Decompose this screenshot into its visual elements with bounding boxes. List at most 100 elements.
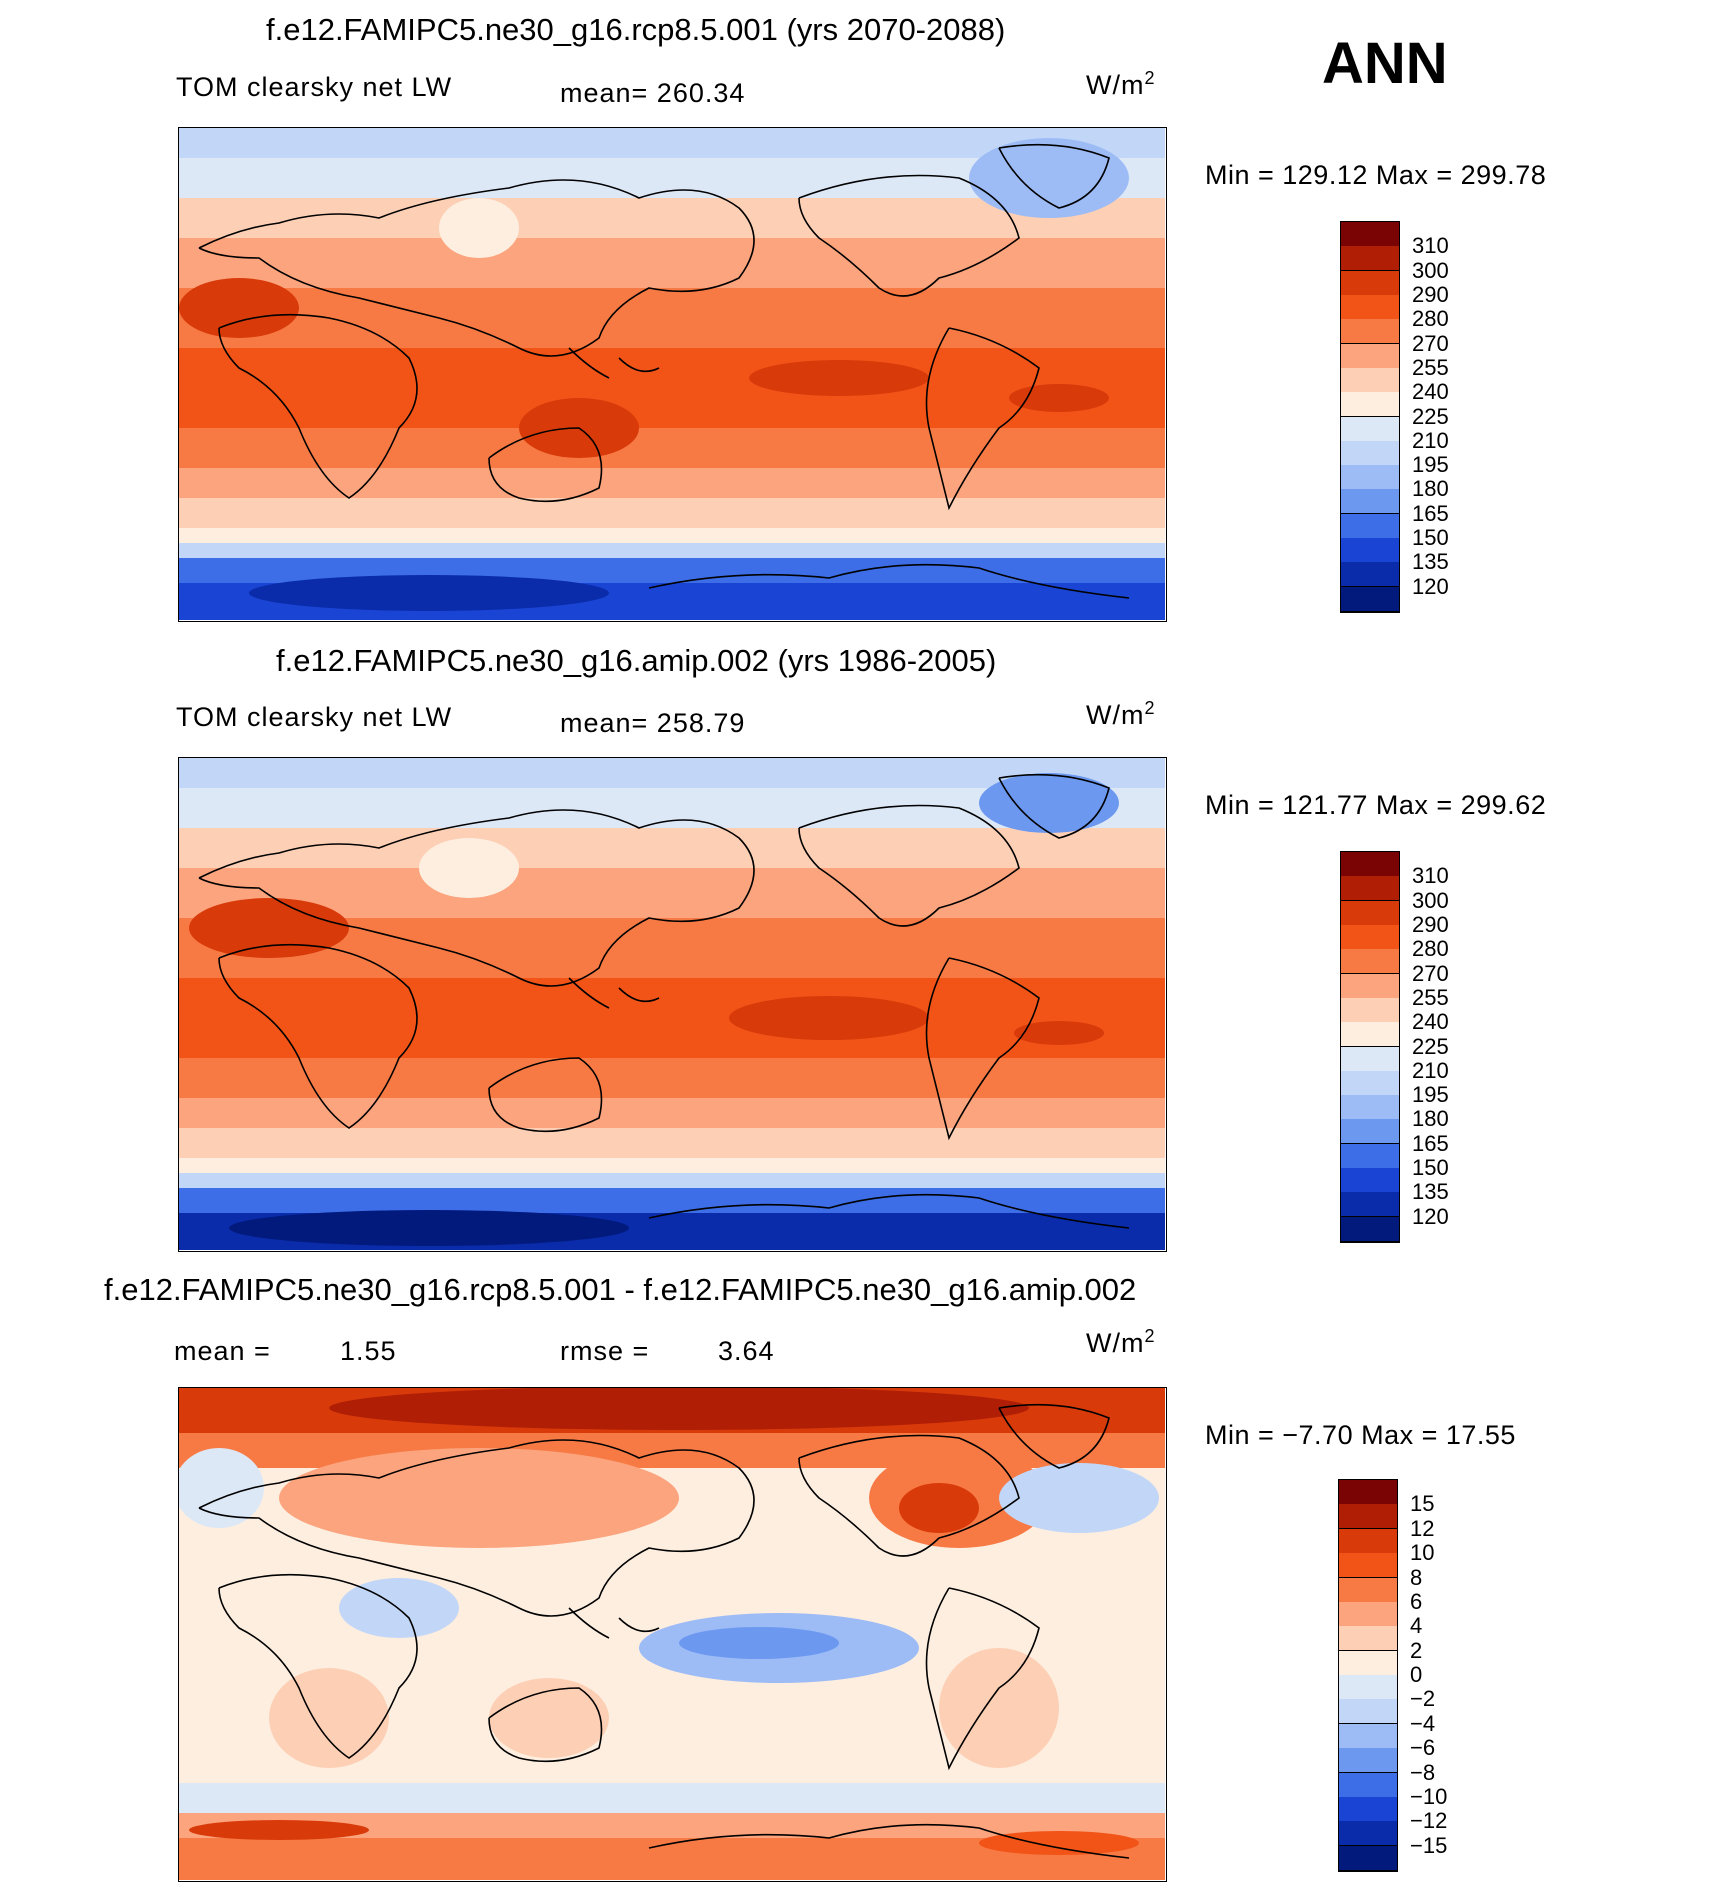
colorbar-tick-label: 270 bbox=[1412, 330, 1449, 356]
colorbar-tick-label: −2 bbox=[1410, 1686, 1436, 1712]
colorbar-tick-label: 4 bbox=[1410, 1613, 1423, 1639]
colorbar-tick-label: 8 bbox=[1410, 1564, 1423, 1590]
panel3-rmse-label: rmse = bbox=[560, 1336, 650, 1366]
panel1-variable: TOM clearsky net LW bbox=[176, 72, 453, 102]
panel2-units: W/m2 bbox=[1086, 698, 1156, 730]
panel2-mean: mean= 258.79 bbox=[560, 708, 746, 738]
panel3-field bbox=[174, 1386, 1165, 1880]
colorbar-tick-label: 10 bbox=[1410, 1540, 1435, 1566]
colorbar-segment bbox=[1339, 1699, 1397, 1725]
colorbar-segment bbox=[1341, 538, 1399, 564]
panel3-units: W/m2 bbox=[1086, 1326, 1156, 1358]
colorbar-tick-label: −8 bbox=[1410, 1759, 1436, 1785]
colorbar-tick-label: 120 bbox=[1412, 573, 1449, 599]
panel3-minmax: Min = −7.70 Max = 17.55 bbox=[1205, 1420, 1516, 1450]
colorbar-tick-label: 270 bbox=[1412, 960, 1449, 986]
colorbar-segment bbox=[1341, 1046, 1399, 1072]
panel3-title: f.e12.FAMIPC5.ne30_g16.rcp8.5.001 - f.e1… bbox=[104, 1272, 1137, 1307]
colorbar-segment bbox=[1341, 1216, 1399, 1242]
colorbar-segment bbox=[1339, 1601, 1397, 1627]
panel1-map bbox=[178, 127, 1167, 622]
colorbar-tick-label: 300 bbox=[1412, 257, 1449, 283]
panel2-minmax: Min = 121.77 Max = 299.62 bbox=[1205, 790, 1547, 820]
colorbar-segment bbox=[1341, 270, 1399, 296]
colorbar-segment bbox=[1339, 1748, 1397, 1774]
colorbar-segment bbox=[1339, 1553, 1397, 1579]
panel3-mean-value: 1.55 bbox=[340, 1336, 397, 1366]
colorbar-segment bbox=[1341, 586, 1399, 612]
colorbar-segment bbox=[1341, 949, 1399, 975]
colorbar-tick-label: 0 bbox=[1410, 1662, 1423, 1687]
colorbar-tick-label: 2 bbox=[1410, 1637, 1423, 1663]
colorbar-segment bbox=[1339, 1723, 1397, 1749]
panel3-colorbar bbox=[1338, 1479, 1398, 1872]
colorbar-segment bbox=[1339, 1528, 1397, 1554]
colorbar-tick-label: −15 bbox=[1410, 1832, 1448, 1858]
panel1-mean: mean= 260.34 bbox=[560, 78, 746, 108]
panel3-rmse-value: 3.64 bbox=[718, 1336, 775, 1366]
colorbar-tick-label: 195 bbox=[1412, 1082, 1449, 1108]
colorbar-segment bbox=[1341, 465, 1399, 491]
colorbar-tick-label: 240 bbox=[1412, 379, 1449, 405]
colorbar-segment bbox=[1339, 1480, 1397, 1505]
colorbar-segment bbox=[1339, 1626, 1397, 1652]
colorbar-tick-label: 12 bbox=[1410, 1515, 1435, 1541]
colorbar-tick-label: 290 bbox=[1412, 911, 1449, 937]
colorbar-tick-label: 135 bbox=[1412, 1179, 1449, 1205]
colorbar-tick-label: 180 bbox=[1412, 1106, 1449, 1132]
colorbar-tick-label: 300 bbox=[1412, 887, 1449, 913]
panel1-units: W/m2 bbox=[1086, 68, 1156, 100]
colorbar-segment bbox=[1339, 1821, 1397, 1847]
colorbar-segment bbox=[1341, 1070, 1399, 1096]
colorbar-segment bbox=[1339, 1772, 1397, 1798]
colorbar-segment bbox=[1341, 997, 1399, 1023]
colorbar-tick-label: −12 bbox=[1410, 1808, 1448, 1834]
colorbar-tick-label: 120 bbox=[1412, 1203, 1449, 1229]
panel1-minmax: Min = 129.12 Max = 299.78 bbox=[1205, 160, 1547, 190]
colorbar-segment bbox=[1341, 876, 1399, 902]
colorbar-tick-label: 225 bbox=[1412, 1033, 1449, 1059]
colorbar-segment bbox=[1341, 222, 1399, 247]
panel1-title: f.e12.FAMIPC5.ne30_g16.rcp8.5.001 (yrs 2… bbox=[266, 12, 1006, 47]
panel3-map bbox=[174, 1386, 1167, 1882]
colorbar-segment bbox=[1341, 900, 1399, 926]
colorbar-tick-label: 150 bbox=[1412, 525, 1449, 551]
colorbar-segment bbox=[1341, 852, 1399, 877]
colorbar-tick-label: 165 bbox=[1412, 500, 1449, 526]
colorbar-tick-label: 210 bbox=[1412, 1057, 1449, 1083]
panel1-field bbox=[179, 128, 1165, 620]
colorbar-segment bbox=[1341, 973, 1399, 999]
colorbar-segment bbox=[1339, 1504, 1397, 1530]
colorbar-tick-label: 135 bbox=[1412, 549, 1449, 575]
colorbar-segment bbox=[1339, 1675, 1397, 1700]
panel2-field bbox=[179, 758, 1165, 1250]
colorbar-tick-label: 165 bbox=[1412, 1130, 1449, 1156]
colorbar-segment bbox=[1339, 1845, 1397, 1871]
colorbar-tick-label: 240 bbox=[1412, 1009, 1449, 1035]
colorbar-tick-label: 290 bbox=[1412, 281, 1449, 307]
colorbar-segment bbox=[1341, 1143, 1399, 1169]
colorbar-segment bbox=[1341, 440, 1399, 466]
colorbar-segment bbox=[1341, 1168, 1399, 1194]
panel2-colorbar bbox=[1340, 851, 1400, 1243]
colorbar-tick-label: 150 bbox=[1412, 1155, 1449, 1181]
colorbar-segment bbox=[1341, 246, 1399, 272]
colorbar-segment bbox=[1339, 1650, 1397, 1676]
colorbar-segment bbox=[1341, 1192, 1399, 1218]
colorbar-tick-label: 310 bbox=[1412, 233, 1449, 259]
colorbar-segment bbox=[1341, 392, 1399, 418]
panel2-title: f.e12.FAMIPC5.ne30_g16.amip.002 (yrs 198… bbox=[276, 643, 997, 678]
season-label: ANN bbox=[1322, 31, 1448, 96]
colorbar-tick-label: −4 bbox=[1410, 1710, 1436, 1736]
panel3-mean-label: mean = bbox=[174, 1336, 271, 1366]
colorbar-segment bbox=[1341, 367, 1399, 393]
colorbar-segment bbox=[1339, 1796, 1397, 1822]
colorbar-segment bbox=[1341, 294, 1399, 320]
colorbar-segment bbox=[1341, 1022, 1399, 1048]
panel2-map bbox=[178, 757, 1167, 1252]
colorbar-tick-label: −6 bbox=[1410, 1735, 1436, 1761]
colorbar-tick-label: 15 bbox=[1410, 1491, 1435, 1517]
colorbar-segment bbox=[1341, 343, 1399, 369]
colorbar-tick-label: 6 bbox=[1410, 1588, 1423, 1614]
colorbar-segment bbox=[1341, 513, 1399, 539]
